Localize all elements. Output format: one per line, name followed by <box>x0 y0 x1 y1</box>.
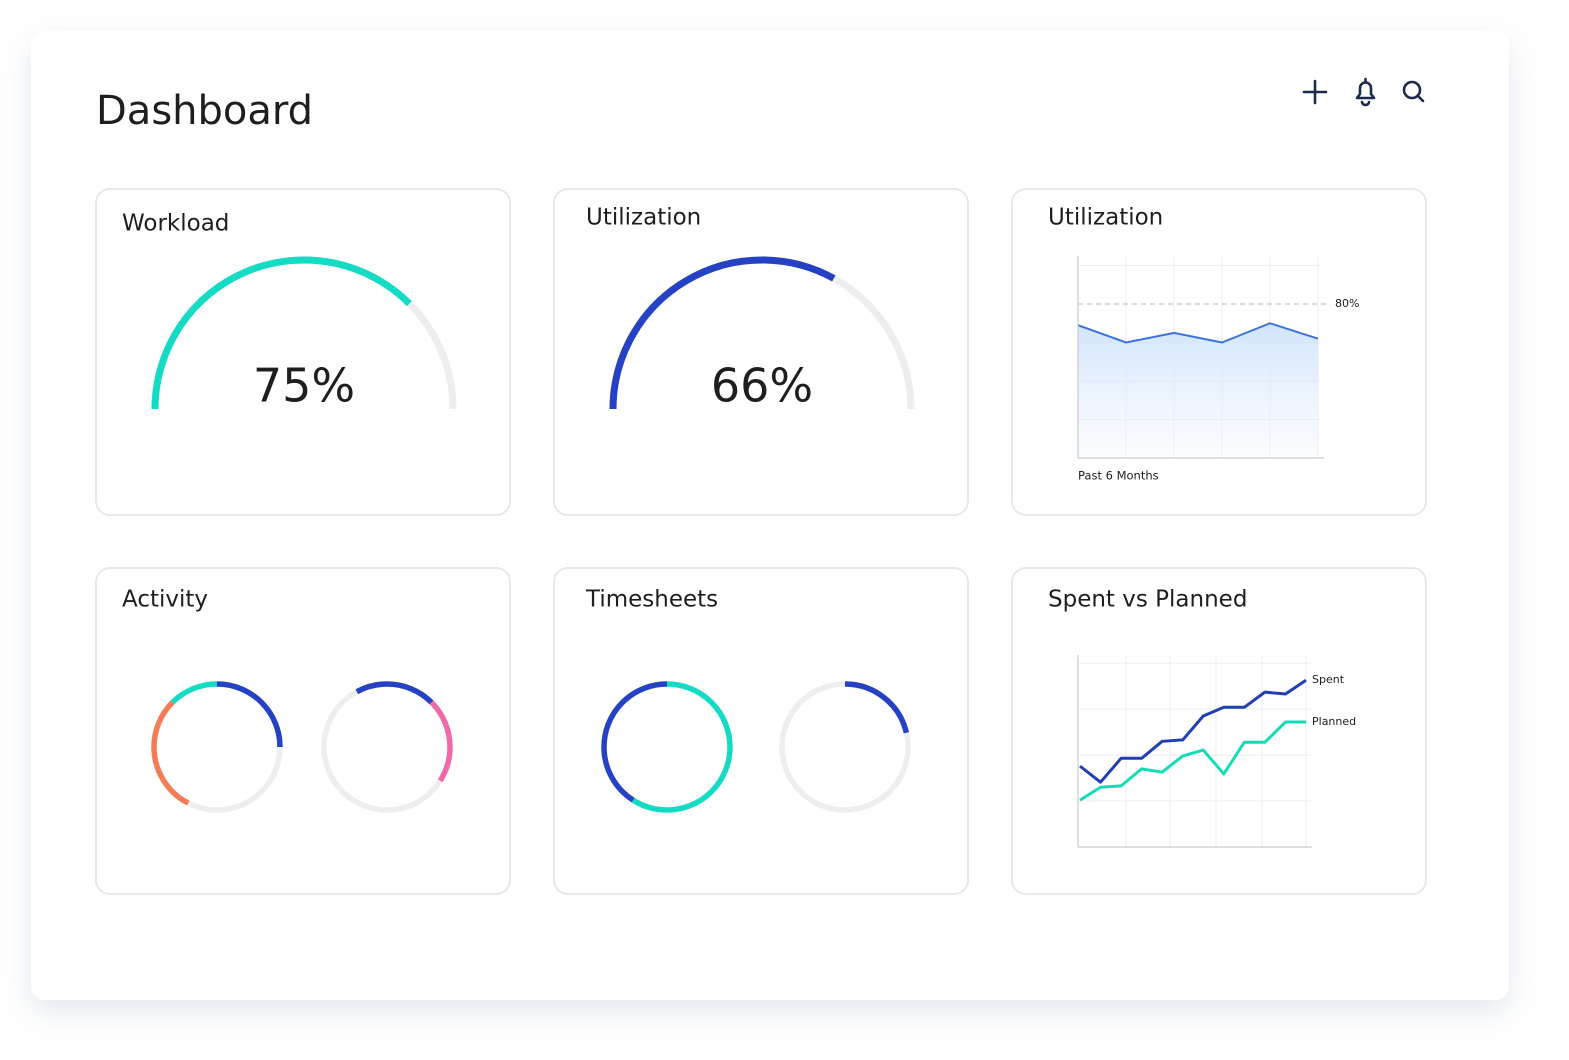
series-line <box>1079 678 1307 784</box>
ring-segment <box>151 681 283 813</box>
card-title: Spent vs Planned <box>1048 587 1247 613</box>
ring-segment <box>151 681 283 813</box>
x-axis-label: Past 6 Months <box>1078 469 1159 483</box>
add-button[interactable] <box>1302 79 1328 105</box>
ring-segment <box>601 681 733 813</box>
card <box>95 188 511 516</box>
ring-segment <box>321 681 453 813</box>
card <box>1011 567 1427 895</box>
area-line <box>1077 322 1319 344</box>
search-button[interactable] <box>1402 80 1425 103</box>
area-fill <box>1078 323 1318 458</box>
card-title: Timesheets <box>585 587 718 613</box>
page-title: Dashboard <box>96 88 313 134</box>
ring-segment <box>151 681 283 813</box>
gauge-arc <box>151 256 412 410</box>
ring-segment <box>321 681 453 813</box>
notifications-button[interactable] <box>1355 77 1376 107</box>
card <box>95 567 511 895</box>
gauge-arc <box>609 256 836 410</box>
legend-label: Spent <box>1312 673 1345 686</box>
series-line <box>1079 720 1306 802</box>
card-title: Utilization <box>1048 205 1163 231</box>
card <box>553 188 969 516</box>
threshold-label: 80% <box>1335 297 1359 310</box>
toolbar <box>1302 77 1425 107</box>
card-title: Utilization <box>586 205 701 231</box>
legend-label: Planned <box>1312 715 1356 728</box>
card <box>553 567 969 895</box>
card-title: Workload <box>122 211 229 237</box>
ring-segment <box>321 681 453 813</box>
card-title: Activity <box>122 587 208 613</box>
gauge-value: 66% <box>711 359 813 413</box>
ring-segment <box>779 681 911 813</box>
gauge-value: 75% <box>253 359 355 413</box>
